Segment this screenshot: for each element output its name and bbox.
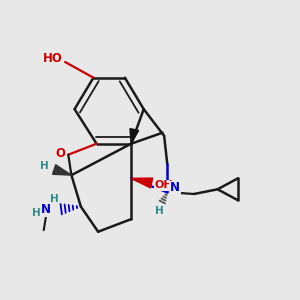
Polygon shape: [131, 178, 153, 188]
Text: H: H: [155, 206, 164, 216]
Text: N: N: [170, 181, 180, 194]
Text: HO: HO: [43, 52, 62, 65]
Text: OH: OH: [155, 180, 173, 190]
Polygon shape: [130, 129, 139, 144]
Text: O: O: [56, 147, 65, 160]
Text: N: N: [41, 203, 51, 216]
Text: H: H: [32, 208, 41, 218]
Text: H: H: [50, 194, 58, 204]
Polygon shape: [52, 165, 71, 175]
Text: H: H: [40, 161, 49, 171]
